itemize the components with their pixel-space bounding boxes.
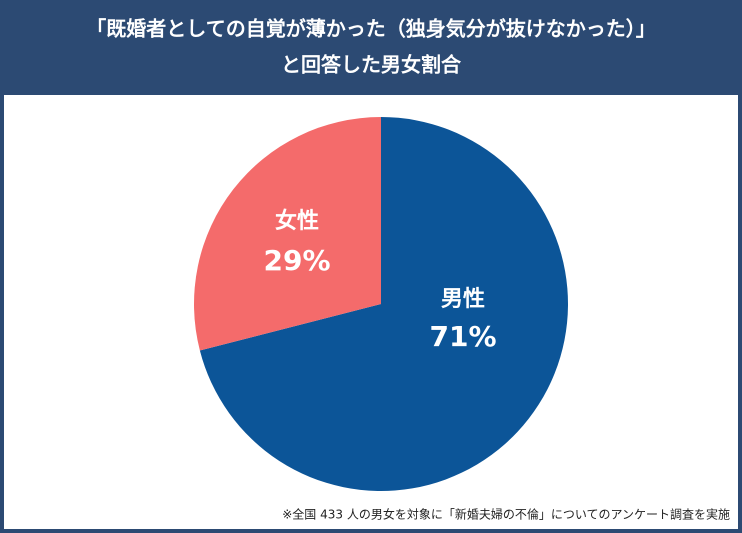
footnote: ※全国 433 人の男女を対象に「新婚夫婦の不倫」についてのアンケート調査を実施 — [282, 507, 730, 522]
slice-label: 男性 — [441, 287, 485, 312]
value-label: 29% — [263, 244, 330, 277]
value-label: 71% — [429, 320, 496, 353]
chart-title: と回答した男女割合 — [281, 53, 462, 77]
slice-label: 女性 — [275, 208, 319, 234]
pie-slice — [194, 117, 381, 351]
pie-slice — [199, 117, 569, 491]
chart-title: 「既婚者としての自覚が薄かった（独身気分が抜けなかった）」 — [86, 17, 655, 41]
